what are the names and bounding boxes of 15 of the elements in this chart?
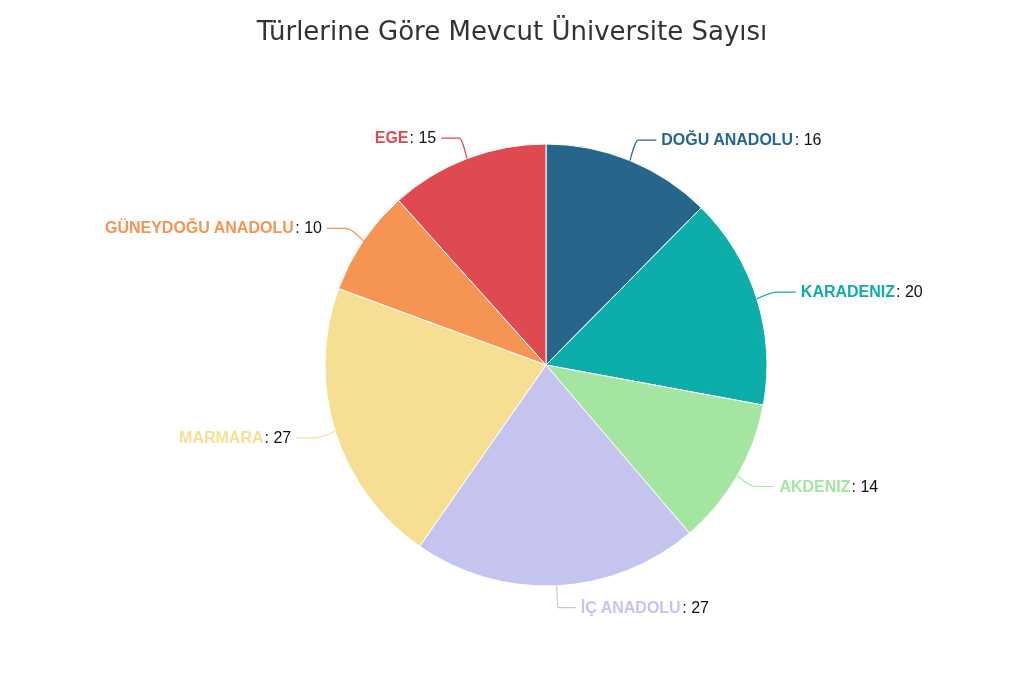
- slice-label: KARADENIZ: [800, 283, 896, 301]
- data-label: : 16: [794, 131, 822, 149]
- slice-label: MARMARA: [179, 428, 264, 446]
- data-label: : 15: [409, 129, 437, 147]
- slice-label: GÜNEYDOĞU ANADOLU: [104, 218, 294, 237]
- data-label: : 27: [682, 598, 710, 616]
- slice-label: EGE: [374, 129, 409, 147]
- data-label: : 27: [264, 428, 292, 446]
- data-label: : 20: [896, 283, 923, 301]
- slice-label: AKDENIZ: [779, 477, 851, 495]
- chart-title: Türlerine Göre Mevcut Üniversite Sayısı: [255, 15, 768, 46]
- slice-label: İÇ ANADOLU: [580, 598, 681, 616]
- data-label: : 10: [295, 219, 323, 237]
- slice-label: DOĞU ANADOLU: [661, 130, 794, 149]
- data-label: : 14: [851, 477, 879, 495]
